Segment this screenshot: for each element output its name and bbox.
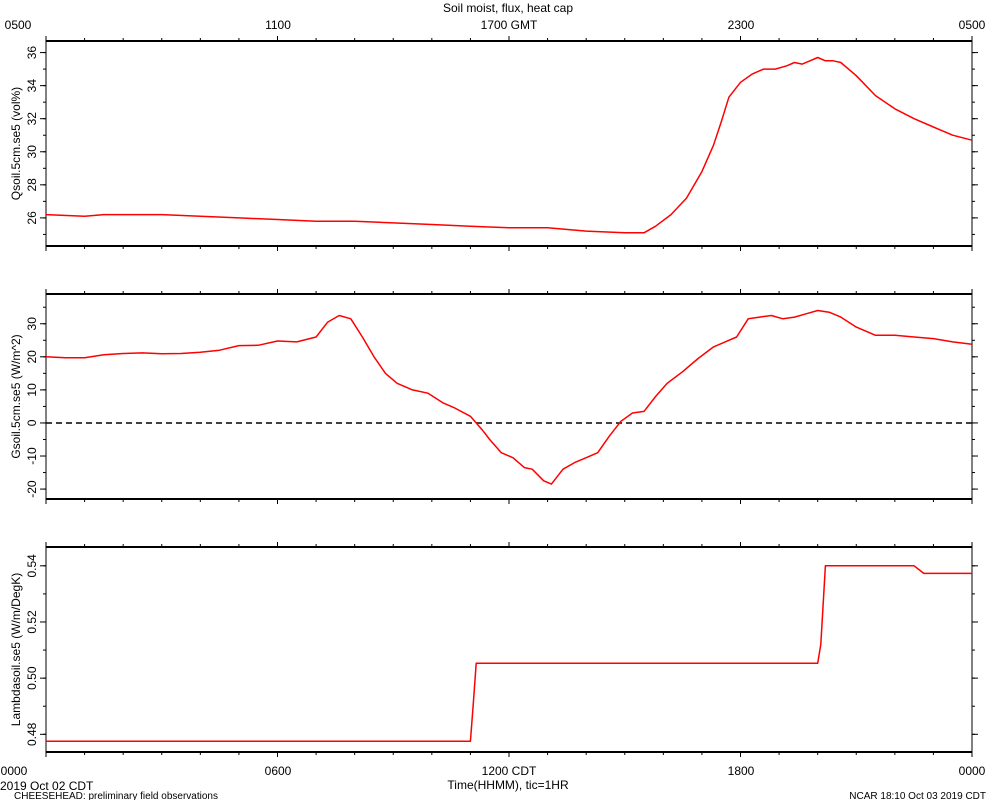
y-tick-label: 0.54 (25, 554, 39, 578)
y-tick-label: 28 (25, 178, 39, 192)
panel-frame (45, 293, 973, 500)
panel-frame (45, 546, 973, 753)
chart-title: Soil moist, flux, heat cap (443, 1, 573, 15)
y-axis-label: Lambdasoil.se5 (W/m/DegK) (9, 573, 23, 726)
top-tick-label: 1700 GMT (481, 18, 538, 32)
y-tick-label: 0.50 (25, 666, 39, 690)
y-tick-label: 30 (25, 317, 39, 331)
bottom-tick-label: 1800 (728, 764, 755, 778)
top-tick-label: 0500 (5, 18, 32, 32)
y-tick-label: -20 (25, 480, 39, 498)
x-axis-label: Time(HHMM), tic=1HR (447, 778, 569, 792)
bottom-tick-label: 0600 (265, 764, 292, 778)
y-tick-label: 34 (25, 79, 39, 93)
series-line (45, 309, 973, 485)
chart-panels: 26 28 30 32 34 36 Qsoil.5cm.se5 (vol%) -20 -10 0 1… (9, 36, 978, 757)
date-label: 2019 Oct 02 CDT (0, 779, 94, 793)
top-time-axis: 0500 1100 1700 GMT 2300 0500 (5, 18, 986, 32)
y-tick-label: 30 (25, 145, 39, 159)
y-tick-label: 36 (25, 46, 39, 60)
y-axis-label: Gsoil.5cm.se5 (W/m^2) (9, 334, 23, 458)
series-line (46, 565, 972, 743)
y-tick-label: 26 (25, 211, 39, 225)
credit-label: NCAR 18:10 Oct 03 2019 CDT (849, 791, 986, 800)
series-line (45, 56, 973, 234)
panel-1: 26 28 30 32 34 36 Qsoil.5cm.se5 (vol%) (9, 36, 978, 251)
y-tick-label: 10 (25, 383, 39, 397)
bottom-tick-label: 1200 CDT (482, 764, 537, 778)
y-axis-label: Qsoil.5cm.se5 (vol%) (9, 87, 23, 200)
project-label: CHEESEHEAD: preliminary field observatio… (14, 791, 218, 800)
y-tick-label: -10 (25, 447, 39, 465)
bottom-tick-label: 0000 (959, 764, 986, 778)
y-tick-label: 32 (25, 112, 39, 126)
top-tick-label: 1100 (265, 18, 291, 32)
y-tick-label: 0.48 (25, 722, 39, 746)
y-tick-label: 20 (25, 350, 39, 364)
bottom-time-axis: 0000 0600 1200 CDT 1800 0000 (1, 764, 986, 778)
y-tick-label: 0 (25, 419, 39, 426)
y-tick-label: 0.52 (25, 610, 39, 634)
top-tick-label: 2300 (728, 18, 755, 32)
bottom-tick-label: 0000 (1, 764, 28, 778)
top-tick-label: 0500 (959, 18, 986, 32)
